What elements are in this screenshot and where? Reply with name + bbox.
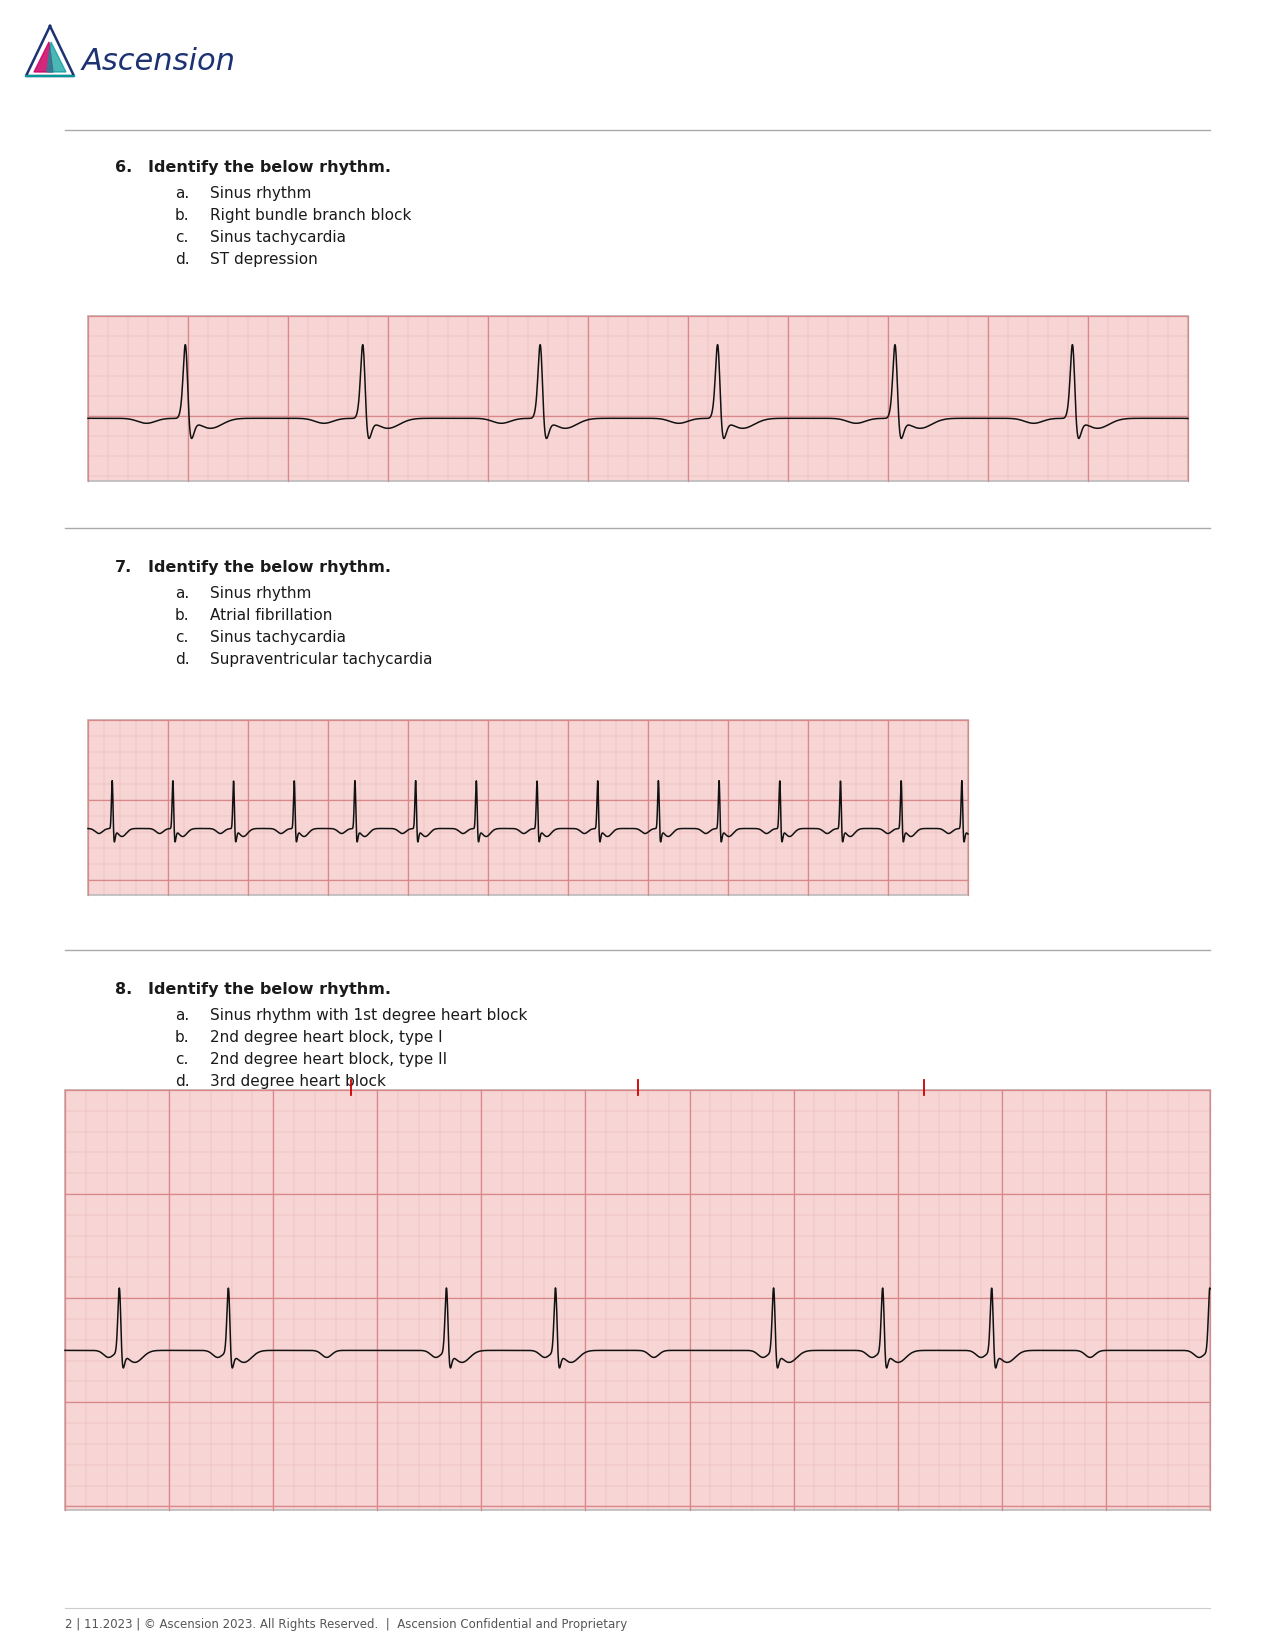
Text: 8.: 8. — [115, 982, 133, 997]
Text: c.: c. — [175, 1052, 189, 1067]
Polygon shape — [34, 41, 54, 73]
Text: 2nd degree heart block, type I: 2nd degree heart block, type I — [210, 1030, 442, 1045]
Text: Sinus rhythm with 1st degree heart block: Sinus rhythm with 1st degree heart block — [210, 1009, 528, 1024]
Text: a.: a. — [175, 1009, 189, 1024]
Text: b.: b. — [175, 1030, 190, 1045]
Text: ST depression: ST depression — [210, 253, 317, 267]
Text: Supraventricular tachycardia: Supraventricular tachycardia — [210, 652, 432, 667]
Text: c.: c. — [175, 229, 189, 244]
Bar — [88, 720, 968, 895]
Text: Sinus rhythm: Sinus rhythm — [210, 586, 311, 601]
Text: Identify the below rhythm.: Identify the below rhythm. — [148, 982, 391, 997]
Text: Right bundle branch block: Right bundle branch block — [210, 208, 412, 223]
Text: 2 | 11.2023 | © Ascension 2023. All Rights Reserved.  |  Ascension Confidential : 2 | 11.2023 | © Ascension 2023. All Righ… — [65, 1618, 627, 1631]
Text: Sinus rhythm: Sinus rhythm — [210, 187, 311, 201]
Text: d.: d. — [175, 253, 190, 267]
Text: c.: c. — [175, 631, 189, 646]
Text: Sinus tachycardia: Sinus tachycardia — [210, 229, 346, 244]
Text: Identify the below rhythm.: Identify the below rhythm. — [148, 160, 391, 175]
Text: Atrial fibrillation: Atrial fibrillation — [210, 608, 333, 622]
Text: b.: b. — [175, 208, 190, 223]
Text: a.: a. — [175, 187, 189, 201]
Bar — [88, 315, 1188, 480]
Bar — [65, 1090, 1210, 1511]
Polygon shape — [47, 41, 66, 73]
Text: d.: d. — [175, 652, 190, 667]
Text: 7.: 7. — [115, 560, 133, 575]
Text: 2nd degree heart block, type II: 2nd degree heart block, type II — [210, 1052, 448, 1067]
Text: a.: a. — [175, 586, 189, 601]
Text: d.: d. — [175, 1075, 190, 1090]
Text: Identify the below rhythm.: Identify the below rhythm. — [148, 560, 391, 575]
Text: Sinus tachycardia: Sinus tachycardia — [210, 631, 346, 646]
Text: Ascension: Ascension — [82, 46, 236, 76]
Text: 3rd degree heart block: 3rd degree heart block — [210, 1075, 386, 1090]
Text: b.: b. — [175, 608, 190, 622]
Text: 6.: 6. — [115, 160, 133, 175]
